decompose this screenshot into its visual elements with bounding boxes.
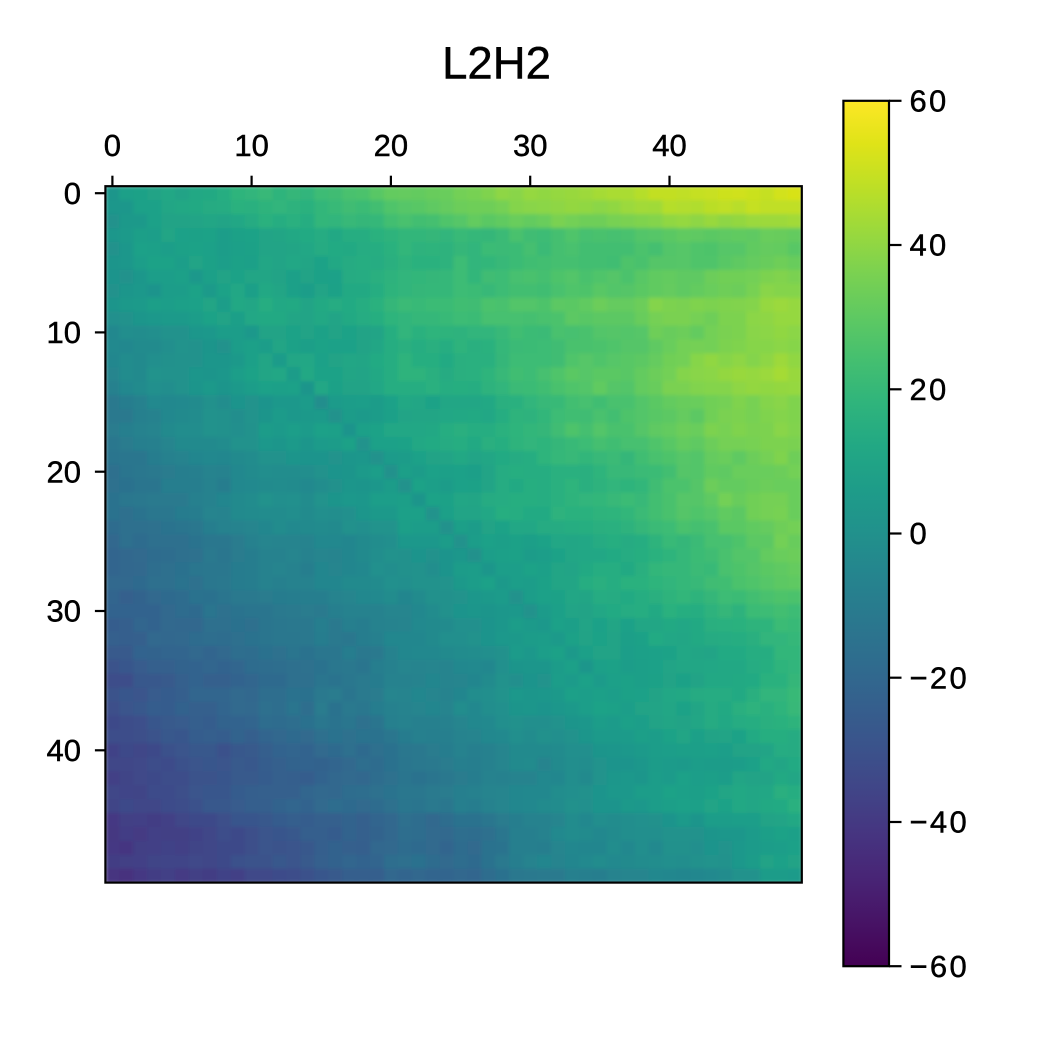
- svg-text:−60: −60: [910, 949, 970, 984]
- svg-text:10: 10: [234, 128, 268, 163]
- svg-text:40: 40: [47, 733, 81, 768]
- svg-text:30: 30: [513, 128, 547, 163]
- svg-text:0: 0: [104, 128, 121, 163]
- svg-text:40: 40: [652, 128, 686, 163]
- svg-text:0: 0: [64, 176, 81, 211]
- svg-text:0: 0: [910, 516, 930, 551]
- svg-text:20: 20: [47, 454, 81, 489]
- svg-text:L2H2: L2H2: [442, 38, 551, 89]
- svg-text:−40: −40: [910, 805, 970, 840]
- svg-text:60: 60: [910, 84, 949, 119]
- svg-text:40: 40: [910, 228, 949, 263]
- svg-text:−20: −20: [910, 660, 970, 695]
- svg-text:20: 20: [910, 372, 949, 407]
- svg-text:30: 30: [47, 594, 81, 629]
- svg-text:20: 20: [374, 128, 408, 163]
- svg-text:10: 10: [47, 315, 81, 350]
